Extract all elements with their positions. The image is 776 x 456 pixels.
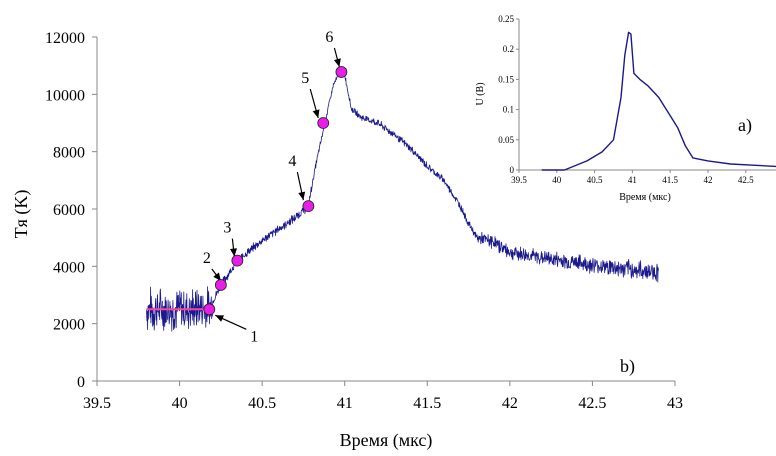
marker-point-4: [302, 200, 315, 213]
inset-x-tick-label-4: 41.5: [662, 175, 678, 185]
marker-label-3: 3: [223, 220, 231, 237]
inset-y-tick-label-5: 0.25: [498, 14, 514, 24]
main-x-tick-label-6: 42.5: [578, 395, 606, 412]
marker-arrow-head-3: [230, 248, 237, 257]
inset-y-axis-title: U (В): [475, 82, 486, 105]
marker-point-6: [335, 66, 348, 78]
marker-arrow-head-4: [298, 191, 306, 201]
marker-point-3: [231, 254, 244, 267]
marker-label-4: 4: [288, 153, 296, 170]
main-y-tick-label-0: 0: [77, 374, 85, 391]
main-y-ticks: 0 2000 4000 6000 8000 10000 12000: [45, 30, 97, 391]
inset-y-tick-label-0: 0: [510, 165, 515, 175]
main-y-tick-label-2: 4000: [53, 259, 85, 276]
marker-label-6: 6: [325, 29, 333, 46]
main-markers: [203, 66, 348, 316]
main-plot: 39.5 40 40.5 41 41.5 42 42.5 43 020004000600080…: [11, 29, 683, 451]
inset-panel-label: a): [738, 115, 752, 136]
main-x-tick-label-5: 42: [502, 395, 518, 412]
marker-label-1: 1: [250, 328, 258, 345]
inset-x-ticks: 39.5 40 40.5 41 41.5 42 42.5: [511, 170, 754, 185]
main-x-tick-label-3: 41: [337, 395, 353, 412]
inset-x-tick-label-6: 42.5: [738, 175, 754, 185]
main-x-ticks: 39.5 40 40.5 41 41.5 42 42.5 43: [83, 381, 683, 412]
main-x-axis-title: Время (мкс): [340, 430, 433, 451]
inset-y-tick-label-2: 0.1: [503, 105, 514, 115]
marker-arrow-head-2: [213, 272, 221, 281]
main-series-line-0: [146, 70, 659, 332]
main-y-tick-label-4: 8000: [53, 145, 85, 162]
main-series-group: [146, 70, 659, 332]
main-x-tick-label-2: 40.5: [248, 395, 276, 412]
marker-label-5: 5: [301, 70, 309, 87]
inset-x-tick-label-2: 40.5: [587, 175, 603, 185]
inset-x-tick-label-0: 39.5: [511, 175, 527, 185]
main-y-axis-title: Tя (K): [11, 190, 32, 239]
main-x-tick-label-0: 39.5: [83, 395, 111, 412]
inset-y-tick-label-4: 0.2: [503, 44, 514, 54]
main-y-tick-label-6: 12000: [45, 30, 85, 47]
main-x-tick-label-4: 41.5: [413, 395, 441, 412]
marker-label-2: 2: [203, 250, 211, 267]
inset-y-tick-label-3: 0.15: [498, 74, 514, 84]
main-x-tick-label-1: 40: [172, 395, 188, 412]
main-y-tick-label-3: 6000: [53, 202, 85, 219]
main-y-tick-label-1: 2000: [53, 317, 85, 334]
main-panel-label: b): [620, 356, 635, 377]
inset-y-tick-label-1: 0.05: [498, 135, 514, 145]
inset-plot: 39.5 40 40.5 41 41.5 42 42.5 0 0.05 0.1 0.15 0.2 0.…: [475, 14, 776, 203]
inset-x-axis-title: Время (мкс): [619, 192, 671, 203]
marker-arrow-head-6: [334, 58, 341, 67]
marker-point-5: [317, 117, 330, 129]
marker-arrow-head-1: [215, 315, 224, 322]
marker-point-1: [203, 303, 216, 316]
main-y-tick-label-5: 10000: [45, 87, 85, 104]
inset-x-tick-label-5: 42: [703, 175, 712, 185]
inset-y-ticks: 0 0.05 0.1 0.15 0.2 0.25: [498, 14, 519, 175]
marker-arrow-head-5: [312, 109, 320, 118]
inset-series-group: [541, 31, 776, 171]
main-x-tick-label-7: 43: [667, 395, 683, 412]
inset-series-line-0: [541, 31, 776, 171]
inset-x-tick-label-1: 40: [552, 175, 562, 185]
inset-x-tick-label-3: 41: [628, 175, 637, 185]
marker-point-2: [214, 279, 227, 291]
